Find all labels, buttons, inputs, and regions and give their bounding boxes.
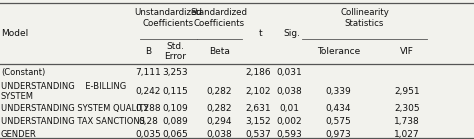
Text: 0,031: 0,031 bbox=[276, 69, 302, 77]
Text: 0,038: 0,038 bbox=[207, 130, 232, 139]
Text: VIF: VIF bbox=[400, 47, 414, 56]
Text: 3,253: 3,253 bbox=[163, 69, 188, 77]
Text: 0,339: 0,339 bbox=[326, 87, 351, 96]
Text: 0,28: 0,28 bbox=[138, 117, 158, 126]
Text: UNDERSTANDING    E-BILLING
SYSTEM: UNDERSTANDING E-BILLING SYSTEM bbox=[1, 82, 126, 101]
Text: 2,102: 2,102 bbox=[246, 87, 271, 96]
Text: 0,593: 0,593 bbox=[276, 130, 302, 139]
Text: (Constant): (Constant) bbox=[1, 69, 45, 77]
Text: 0,434: 0,434 bbox=[326, 104, 351, 113]
Text: 0,575: 0,575 bbox=[326, 117, 351, 126]
Text: 0,002: 0,002 bbox=[276, 117, 302, 126]
Text: Standardized
Coefficients: Standardized Coefficients bbox=[191, 8, 248, 28]
Text: Unstandardized
Coefficients: Unstandardized Coefficients bbox=[134, 8, 202, 28]
Text: UNDERSTANDING SYSTEM QUALITY: UNDERSTANDING SYSTEM QUALITY bbox=[1, 104, 148, 113]
Text: 2,305: 2,305 bbox=[394, 104, 419, 113]
Text: t: t bbox=[259, 29, 263, 38]
Text: Sig.: Sig. bbox=[283, 29, 300, 38]
Text: 0,035: 0,035 bbox=[136, 130, 161, 139]
Text: GENDER: GENDER bbox=[1, 130, 36, 139]
Text: Std.
Error: Std. Error bbox=[164, 42, 186, 61]
Text: 3,152: 3,152 bbox=[246, 117, 271, 126]
Text: Collinearity
Statistics: Collinearity Statistics bbox=[340, 8, 389, 28]
Text: UNDERSTANDING TAX SANCTIONS: UNDERSTANDING TAX SANCTIONS bbox=[1, 117, 145, 126]
Text: 0,288: 0,288 bbox=[136, 104, 161, 113]
Text: 0,537: 0,537 bbox=[246, 130, 271, 139]
Text: 0,109: 0,109 bbox=[163, 104, 188, 113]
Text: 0,973: 0,973 bbox=[326, 130, 351, 139]
Text: 0,065: 0,065 bbox=[163, 130, 188, 139]
Text: 0,038: 0,038 bbox=[276, 87, 302, 96]
Text: B: B bbox=[146, 47, 151, 56]
Text: Tolerance: Tolerance bbox=[317, 47, 360, 56]
Text: 0,282: 0,282 bbox=[207, 104, 232, 113]
Text: 2,631: 2,631 bbox=[246, 104, 271, 113]
Text: Model: Model bbox=[1, 29, 28, 38]
Text: 0,282: 0,282 bbox=[207, 87, 232, 96]
Text: 2,951: 2,951 bbox=[394, 87, 419, 96]
Text: 2,186: 2,186 bbox=[246, 69, 271, 77]
Text: 7,111: 7,111 bbox=[136, 69, 161, 77]
Text: 0,089: 0,089 bbox=[163, 117, 188, 126]
Text: 0,115: 0,115 bbox=[163, 87, 188, 96]
Text: Beta: Beta bbox=[209, 47, 230, 56]
Text: 1,738: 1,738 bbox=[394, 117, 419, 126]
Text: 0,242: 0,242 bbox=[136, 87, 161, 96]
Text: 0,01: 0,01 bbox=[279, 104, 299, 113]
Text: 0,294: 0,294 bbox=[207, 117, 232, 126]
Text: 1,027: 1,027 bbox=[394, 130, 419, 139]
